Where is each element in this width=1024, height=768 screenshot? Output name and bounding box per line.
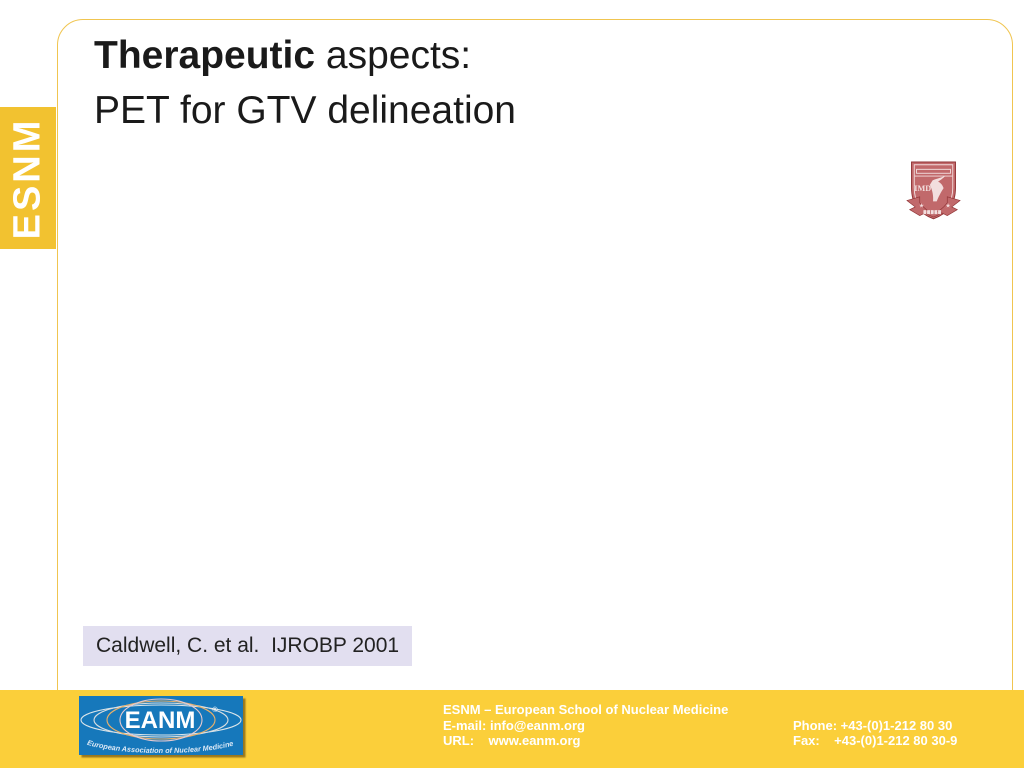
svg-text:®: ® (212, 706, 218, 714)
svg-text:★: ★ (919, 202, 924, 209)
svg-text:IMD: IMD (914, 184, 931, 193)
svg-text:★: ★ (945, 202, 950, 209)
svg-text:EANM: EANM (125, 707, 196, 734)
